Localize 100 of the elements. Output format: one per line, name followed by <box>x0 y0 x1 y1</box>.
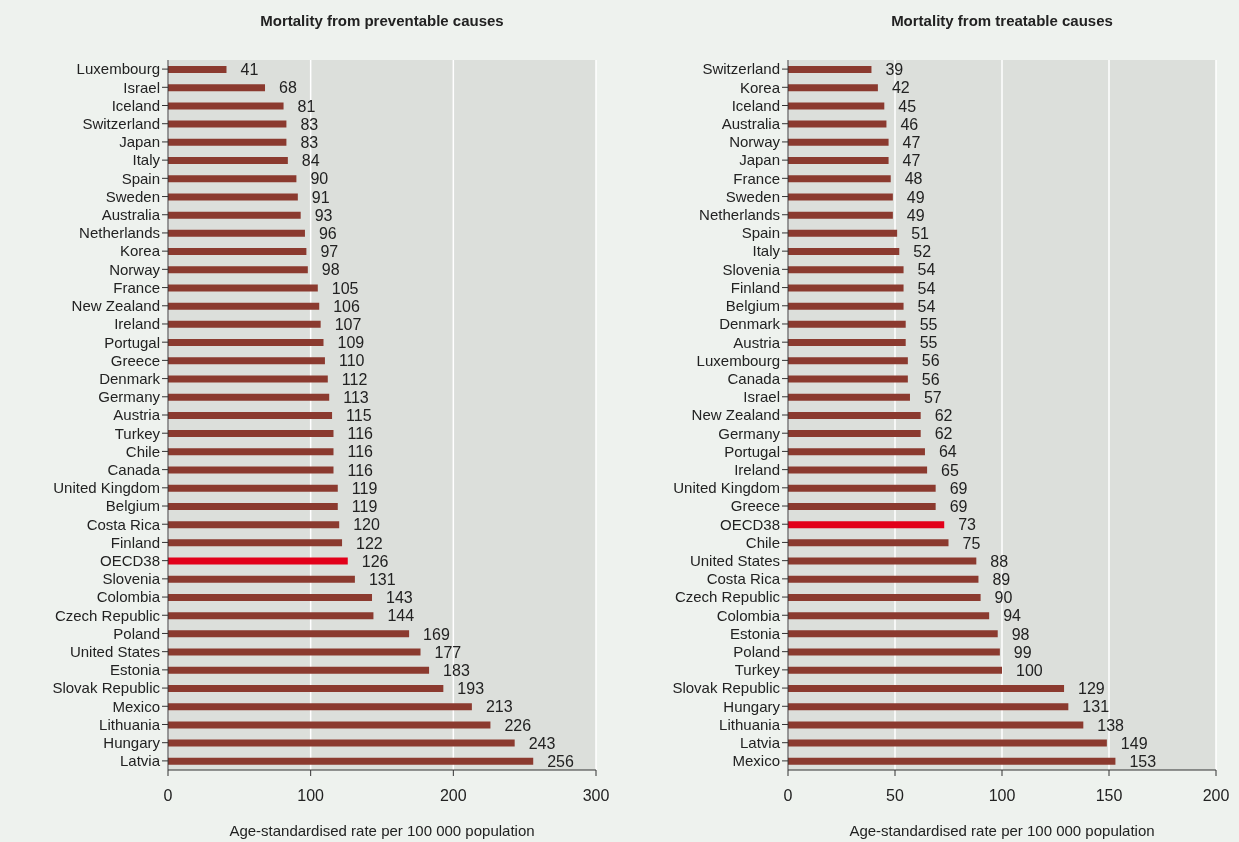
y-tick-label: Lithuania <box>99 715 161 733</box>
y-tick-label: Latvia <box>119 752 161 770</box>
data-label: 112 <box>341 370 368 388</box>
y-tick-label: Portugal <box>724 442 780 460</box>
data-label: 126 <box>361 552 389 570</box>
bar <box>168 393 330 401</box>
data-label: 47 <box>902 134 921 151</box>
y-tick-label: Hungary <box>103 734 161 752</box>
bar <box>788 448 925 456</box>
y-tick-label: Netherlands <box>699 206 780 224</box>
bar <box>788 248 900 256</box>
y-tick-label: Hungary <box>723 697 781 715</box>
bar <box>168 193 298 201</box>
data-label: 98 <box>321 261 340 279</box>
data-label: 243 <box>528 734 556 752</box>
y-tick-label: France <box>733 169 780 187</box>
y-tick-label: Germany <box>718 424 781 442</box>
bar <box>168 138 287 146</box>
data-label: 99 <box>1013 643 1032 661</box>
y-tick-label: Colombia <box>716 606 781 624</box>
y-tick-label: Colombia <box>96 588 161 606</box>
bar <box>788 339 906 347</box>
y-tick-label: New Zealand <box>691 406 780 424</box>
data-label: 116 <box>347 443 374 461</box>
bar <box>168 539 343 547</box>
data-label: 69 <box>949 498 968 516</box>
data-label: 105 <box>331 279 359 297</box>
data-label: 116 <box>347 425 374 443</box>
bar <box>788 120 887 128</box>
data-label: 45 <box>898 97 917 115</box>
bar <box>168 739 515 747</box>
bar <box>788 521 945 529</box>
bar <box>168 411 333 419</box>
data-label: 113 <box>343 388 369 406</box>
data-label: 116 <box>347 461 374 479</box>
y-tick-label: Denmark <box>719 315 781 333</box>
y-tick-label: Italy <box>752 242 781 260</box>
y-tick-label: Sweden <box>725 187 780 205</box>
y-tick-label: OECD38 <box>99 551 160 569</box>
y-tick-label: Slovenia <box>102 570 161 588</box>
data-label: 64 <box>938 443 957 461</box>
bar <box>168 357 325 365</box>
y-tick-label: Chile <box>745 533 780 551</box>
data-label: 120 <box>353 516 380 534</box>
y-tick-label: Israel <box>743 388 780 406</box>
x-tick-label: 200 <box>439 787 467 805</box>
y-tick-label: Costa Rica <box>706 570 781 588</box>
bar <box>168 229 305 237</box>
bar <box>788 466 928 474</box>
bar <box>168 430 334 438</box>
bar <box>788 539 949 547</box>
data-label: 46 <box>900 115 919 133</box>
chart-title: Mortality from treatable causes <box>890 12 1114 29</box>
data-label: 143 <box>386 589 413 607</box>
data-label: 41 <box>240 61 259 79</box>
y-tick-label: Lithuania <box>719 715 781 733</box>
data-label: 90 <box>994 589 1013 607</box>
bar <box>168 666 430 674</box>
data-label: 83 <box>300 134 319 151</box>
x-tick-label: 300 <box>582 787 610 805</box>
y-tick-label: Greece <box>110 351 160 369</box>
data-label: 97 <box>320 243 339 261</box>
bar <box>788 284 904 292</box>
bar <box>168 102 284 110</box>
y-tick-label: Ireland <box>114 315 160 333</box>
data-label: 62 <box>934 407 953 425</box>
data-label: 100 <box>1016 661 1043 679</box>
y-tick-label: Slovak Republic <box>52 679 161 697</box>
bar <box>168 703 472 711</box>
data-label: 84 <box>301 152 320 170</box>
data-label: 48 <box>904 170 923 188</box>
bar <box>168 320 321 328</box>
bar <box>168 684 444 692</box>
data-label: 81 <box>297 97 316 115</box>
data-label: 138 <box>1097 716 1125 734</box>
bar <box>788 411 921 419</box>
bar <box>788 102 885 110</box>
y-tick-label: Korea <box>119 242 161 260</box>
bar <box>788 502 936 510</box>
data-label: 109 <box>337 334 365 352</box>
y-tick-label: Norway <box>729 133 781 151</box>
bar <box>788 302 904 310</box>
bar <box>788 648 1000 656</box>
data-label: 49 <box>906 188 925 206</box>
bar <box>168 84 266 92</box>
bar <box>788 739 1107 747</box>
bar <box>788 211 893 219</box>
bar <box>788 175 891 183</box>
data-label: 55 <box>919 316 938 334</box>
y-tick-label: Italy <box>132 151 161 169</box>
data-label: 93 <box>314 206 333 224</box>
data-label: 149 <box>1120 734 1148 752</box>
y-tick-label: Norway <box>109 260 161 278</box>
x-tick-label: 100 <box>988 787 1016 805</box>
y-tick-label: Chile <box>125 442 160 460</box>
data-label: 193 <box>457 680 485 698</box>
bar <box>788 66 872 73</box>
bar <box>788 557 977 565</box>
data-label: 49 <box>906 206 925 224</box>
data-label: 52 <box>913 243 932 261</box>
